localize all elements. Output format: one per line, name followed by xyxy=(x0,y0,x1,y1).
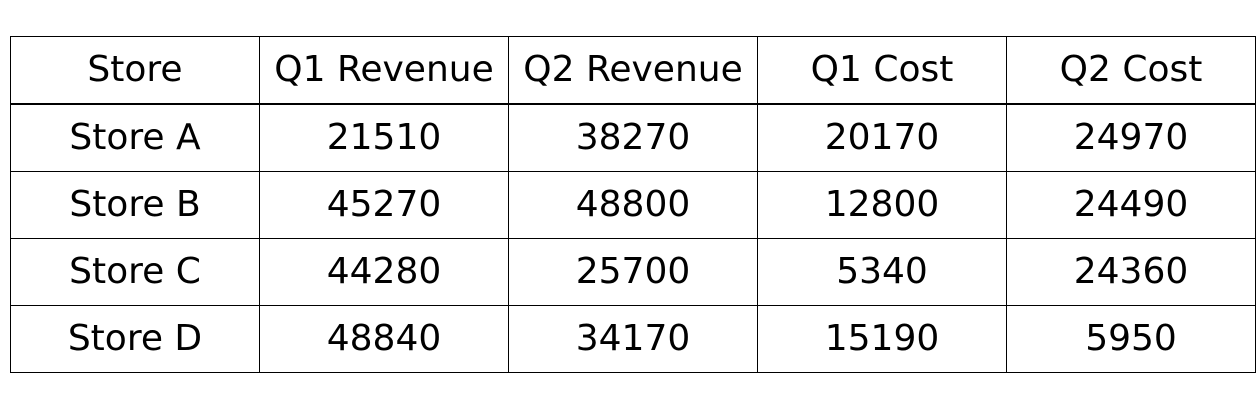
table-cell: 48800 xyxy=(508,171,758,239)
table-cell: 24360 xyxy=(1006,238,1256,306)
column-header-q1-cost: Q1 Cost xyxy=(757,36,1007,105)
table-cell: 12800 xyxy=(757,171,1007,239)
table-cell: 24970 xyxy=(1006,103,1256,172)
column-header-q1-revenue: Q1 Revenue xyxy=(259,36,509,105)
header-row: Store Q1 Revenue Q2 Revenue Q1 Cost Q2 C… xyxy=(10,36,1256,105)
table-cell: 44280 xyxy=(259,238,509,306)
table-cell: Store D xyxy=(10,305,260,373)
table-cell: 38270 xyxy=(508,103,758,172)
table-cell: Store C xyxy=(10,238,260,306)
table-cell: 20170 xyxy=(757,103,1007,172)
column-header-q2-cost: Q2 Cost xyxy=(1006,36,1256,105)
table-cell: Store A xyxy=(10,103,260,172)
table-header: Store Q1 Revenue Q2 Revenue Q1 Cost Q2 C… xyxy=(10,36,1256,105)
column-header-q2-revenue: Q2 Revenue xyxy=(508,36,758,105)
table-row: Store B 45270 48800 12800 24490 xyxy=(10,171,1256,239)
table-row: Store A 21510 38270 20170 24970 xyxy=(10,103,1256,172)
table-row: Store C 44280 25700 5340 24360 xyxy=(10,238,1256,306)
table-cell: 34170 xyxy=(508,305,758,373)
table-cell: 15190 xyxy=(757,305,1007,373)
table-cell: 25700 xyxy=(508,238,758,306)
column-header-store: Store xyxy=(10,36,260,105)
table-body: Store A 21510 38270 20170 24970 Store B … xyxy=(10,103,1256,373)
table-cell: 48840 xyxy=(259,305,509,373)
data-table: Store Q1 Revenue Q2 Revenue Q1 Cost Q2 C… xyxy=(10,36,1256,373)
table-cell: 5340 xyxy=(757,238,1007,306)
table-cell: 45270 xyxy=(259,171,509,239)
data-table-container: Store Q1 Revenue Q2 Revenue Q1 Cost Q2 C… xyxy=(10,36,1256,373)
table-row: Store D 48840 34170 15190 5950 xyxy=(10,305,1256,373)
table-cell: Store B xyxy=(10,171,260,239)
table-cell: 5950 xyxy=(1006,305,1256,373)
table-cell: 21510 xyxy=(259,103,509,172)
table-cell: 24490 xyxy=(1006,171,1256,239)
